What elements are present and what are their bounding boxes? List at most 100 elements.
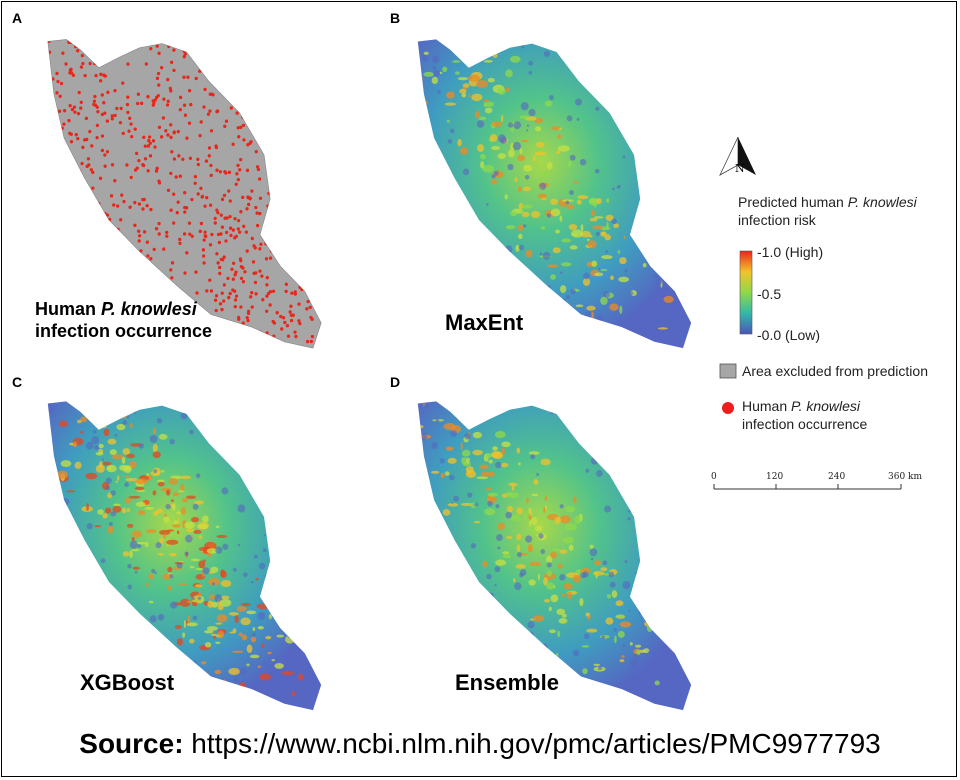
occurrence-dot bbox=[316, 299, 319, 302]
risk-spot bbox=[122, 507, 126, 513]
occurrence-dot bbox=[120, 107, 123, 110]
occurrence-dot bbox=[243, 270, 246, 273]
occurrence-dot bbox=[106, 150, 109, 153]
occurrence-dot bbox=[140, 102, 143, 105]
occurrence-dot bbox=[178, 242, 181, 245]
risk-spot bbox=[529, 562, 541, 566]
occurrence-dot bbox=[67, 277, 70, 280]
occurrence-dot bbox=[52, 108, 55, 111]
occurrence-dot bbox=[300, 251, 303, 254]
risk-spot bbox=[432, 25, 438, 28]
risk-spot bbox=[666, 564, 669, 567]
risk-spot bbox=[574, 516, 581, 524]
risk-spot bbox=[533, 479, 538, 485]
risk-spot bbox=[501, 629, 507, 635]
risk-spot bbox=[501, 463, 509, 468]
risk-spot bbox=[422, 214, 429, 221]
occurrence-dot bbox=[138, 202, 141, 205]
occurrence-dot bbox=[138, 234, 141, 237]
risk-spot bbox=[157, 480, 165, 482]
risk-spot bbox=[488, 472, 495, 477]
risk-spot bbox=[635, 571, 639, 575]
occurrence-dot bbox=[211, 93, 214, 96]
colorbar-label: -0.5 bbox=[757, 286, 781, 304]
risk-spot bbox=[510, 259, 514, 264]
occurrence-dot bbox=[55, 226, 58, 229]
occurrence-dot bbox=[320, 205, 323, 208]
occurrence-dot bbox=[88, 265, 91, 268]
risk-spot bbox=[543, 507, 545, 513]
risk-spot bbox=[269, 506, 274, 511]
risk-spot bbox=[565, 672, 572, 679]
occurrence-dot bbox=[217, 261, 220, 264]
risk-spot bbox=[595, 449, 600, 454]
risk-spot bbox=[538, 194, 547, 199]
risk-spot bbox=[561, 238, 571, 242]
risk-spot bbox=[655, 120, 662, 127]
risk-spot bbox=[585, 469, 589, 473]
occurrence-dot bbox=[153, 42, 156, 45]
occurrence-dot bbox=[225, 120, 228, 123]
occurrence-dot bbox=[135, 152, 138, 155]
occurrence-dot bbox=[302, 197, 305, 200]
occurrence-dot bbox=[227, 90, 230, 93]
occurrence-dot bbox=[59, 95, 62, 98]
risk-spot bbox=[570, 289, 576, 295]
risk-spot bbox=[417, 242, 419, 244]
occurrence-dot bbox=[256, 126, 259, 129]
occurrence-dot bbox=[264, 41, 267, 44]
risk-spot bbox=[241, 603, 251, 606]
occurrence-dot bbox=[85, 117, 88, 120]
risk-spot bbox=[246, 456, 250, 460]
occurrence-dot bbox=[48, 130, 51, 133]
risk-spot bbox=[80, 431, 84, 434]
occurrence-dot bbox=[289, 305, 292, 308]
risk-spot bbox=[73, 441, 77, 447]
risk-spot bbox=[319, 435, 322, 438]
occurrence-dot bbox=[223, 194, 226, 197]
risk-spot bbox=[260, 673, 271, 680]
risk-spot bbox=[535, 399, 540, 404]
risk-spot bbox=[188, 702, 196, 710]
risk-spot bbox=[110, 449, 117, 455]
risk-spot bbox=[127, 564, 131, 569]
occurrence-dot bbox=[266, 41, 269, 44]
risk-spot bbox=[109, 412, 113, 417]
occurrence-dot bbox=[279, 242, 282, 245]
risk-spot bbox=[527, 274, 534, 281]
risk-spot bbox=[166, 540, 178, 545]
occurrence-dot bbox=[239, 305, 242, 308]
panel-label: D bbox=[390, 374, 400, 390]
risk-spot bbox=[285, 635, 295, 643]
risk-spot bbox=[562, 298, 565, 302]
risk-spot bbox=[237, 504, 245, 512]
occurrence-dot bbox=[165, 234, 168, 237]
risk-spot bbox=[508, 483, 518, 487]
occurrence-dot bbox=[215, 252, 218, 255]
occurrence-dot bbox=[232, 262, 235, 265]
risk-spot bbox=[592, 225, 603, 229]
risk-spot bbox=[664, 534, 669, 539]
risk-spot bbox=[600, 567, 607, 571]
occurrence-dot bbox=[80, 162, 83, 165]
risk-spot bbox=[477, 54, 482, 59]
occurrence-dot bbox=[188, 221, 191, 224]
risk-spot bbox=[684, 259, 690, 266]
occurrence-dot bbox=[251, 328, 254, 331]
risk-spot bbox=[298, 673, 303, 681]
north-label: N bbox=[735, 162, 745, 175]
risk-spot bbox=[590, 334, 598, 342]
occurrence-dot bbox=[270, 221, 273, 224]
occurrence-dot bbox=[73, 204, 76, 207]
occurrence-dot bbox=[229, 292, 232, 295]
risk-spot bbox=[503, 554, 511, 558]
risk-spot bbox=[48, 530, 53, 535]
occurrence-dot bbox=[171, 261, 174, 264]
risk-spot bbox=[256, 578, 259, 580]
occurrence-dot bbox=[209, 38, 212, 41]
risk-spot bbox=[167, 585, 172, 590]
risk-spot bbox=[529, 509, 532, 517]
caption-text: P. knowlesi bbox=[101, 299, 197, 319]
risk-spot bbox=[617, 250, 620, 253]
occurrence-dot bbox=[269, 173, 272, 176]
